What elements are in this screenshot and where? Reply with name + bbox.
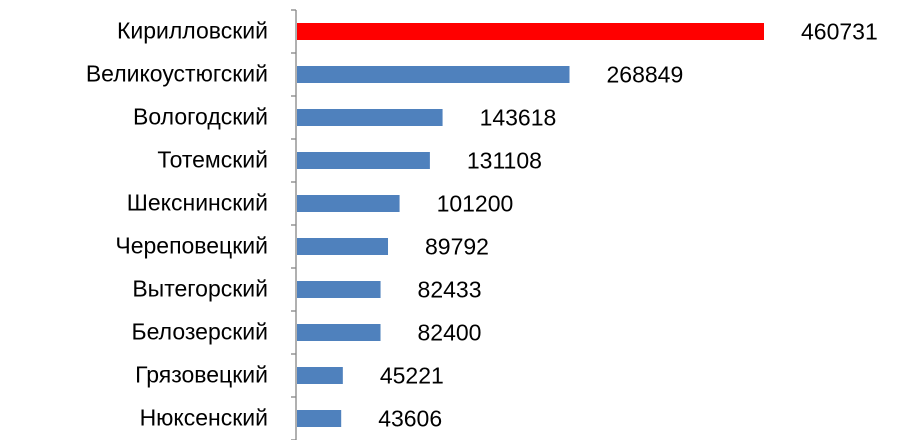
- value-label: 460731: [801, 19, 878, 45]
- value-label: 89792: [425, 234, 489, 260]
- bar: [297, 152, 430, 169]
- value-label: 143618: [480, 105, 557, 131]
- bar: [297, 324, 381, 341]
- category-label: Тотемский: [157, 147, 268, 173]
- bar: [297, 23, 764, 40]
- bar: [297, 109, 443, 126]
- category-label: Шекснинский: [127, 190, 268, 216]
- bar: [297, 367, 343, 384]
- bar: [297, 410, 342, 427]
- category-label: Череповецкий: [115, 233, 268, 259]
- bar: [297, 238, 389, 255]
- category-label: Вытегорский: [132, 276, 268, 302]
- value-label: 82400: [418, 320, 482, 346]
- category-label: Нюксенский: [140, 405, 268, 431]
- value-label: 131108: [467, 148, 542, 174]
- bar: [297, 281, 381, 298]
- category-label: Грязовецкий: [135, 362, 268, 388]
- bar: [297, 195, 400, 212]
- category-label: Великоустюгский: [86, 61, 268, 87]
- value-label: 45221: [380, 363, 444, 389]
- category-label: Белозерский: [132, 319, 268, 345]
- category-label: Вологодский: [133, 104, 268, 130]
- value-label: 82433: [418, 277, 482, 303]
- value-label: 101200: [437, 191, 514, 217]
- value-label: 43606: [378, 406, 442, 432]
- category-label: Кирилловский: [117, 18, 268, 44]
- bar: [297, 66, 570, 83]
- value-label: 268849: [607, 62, 684, 88]
